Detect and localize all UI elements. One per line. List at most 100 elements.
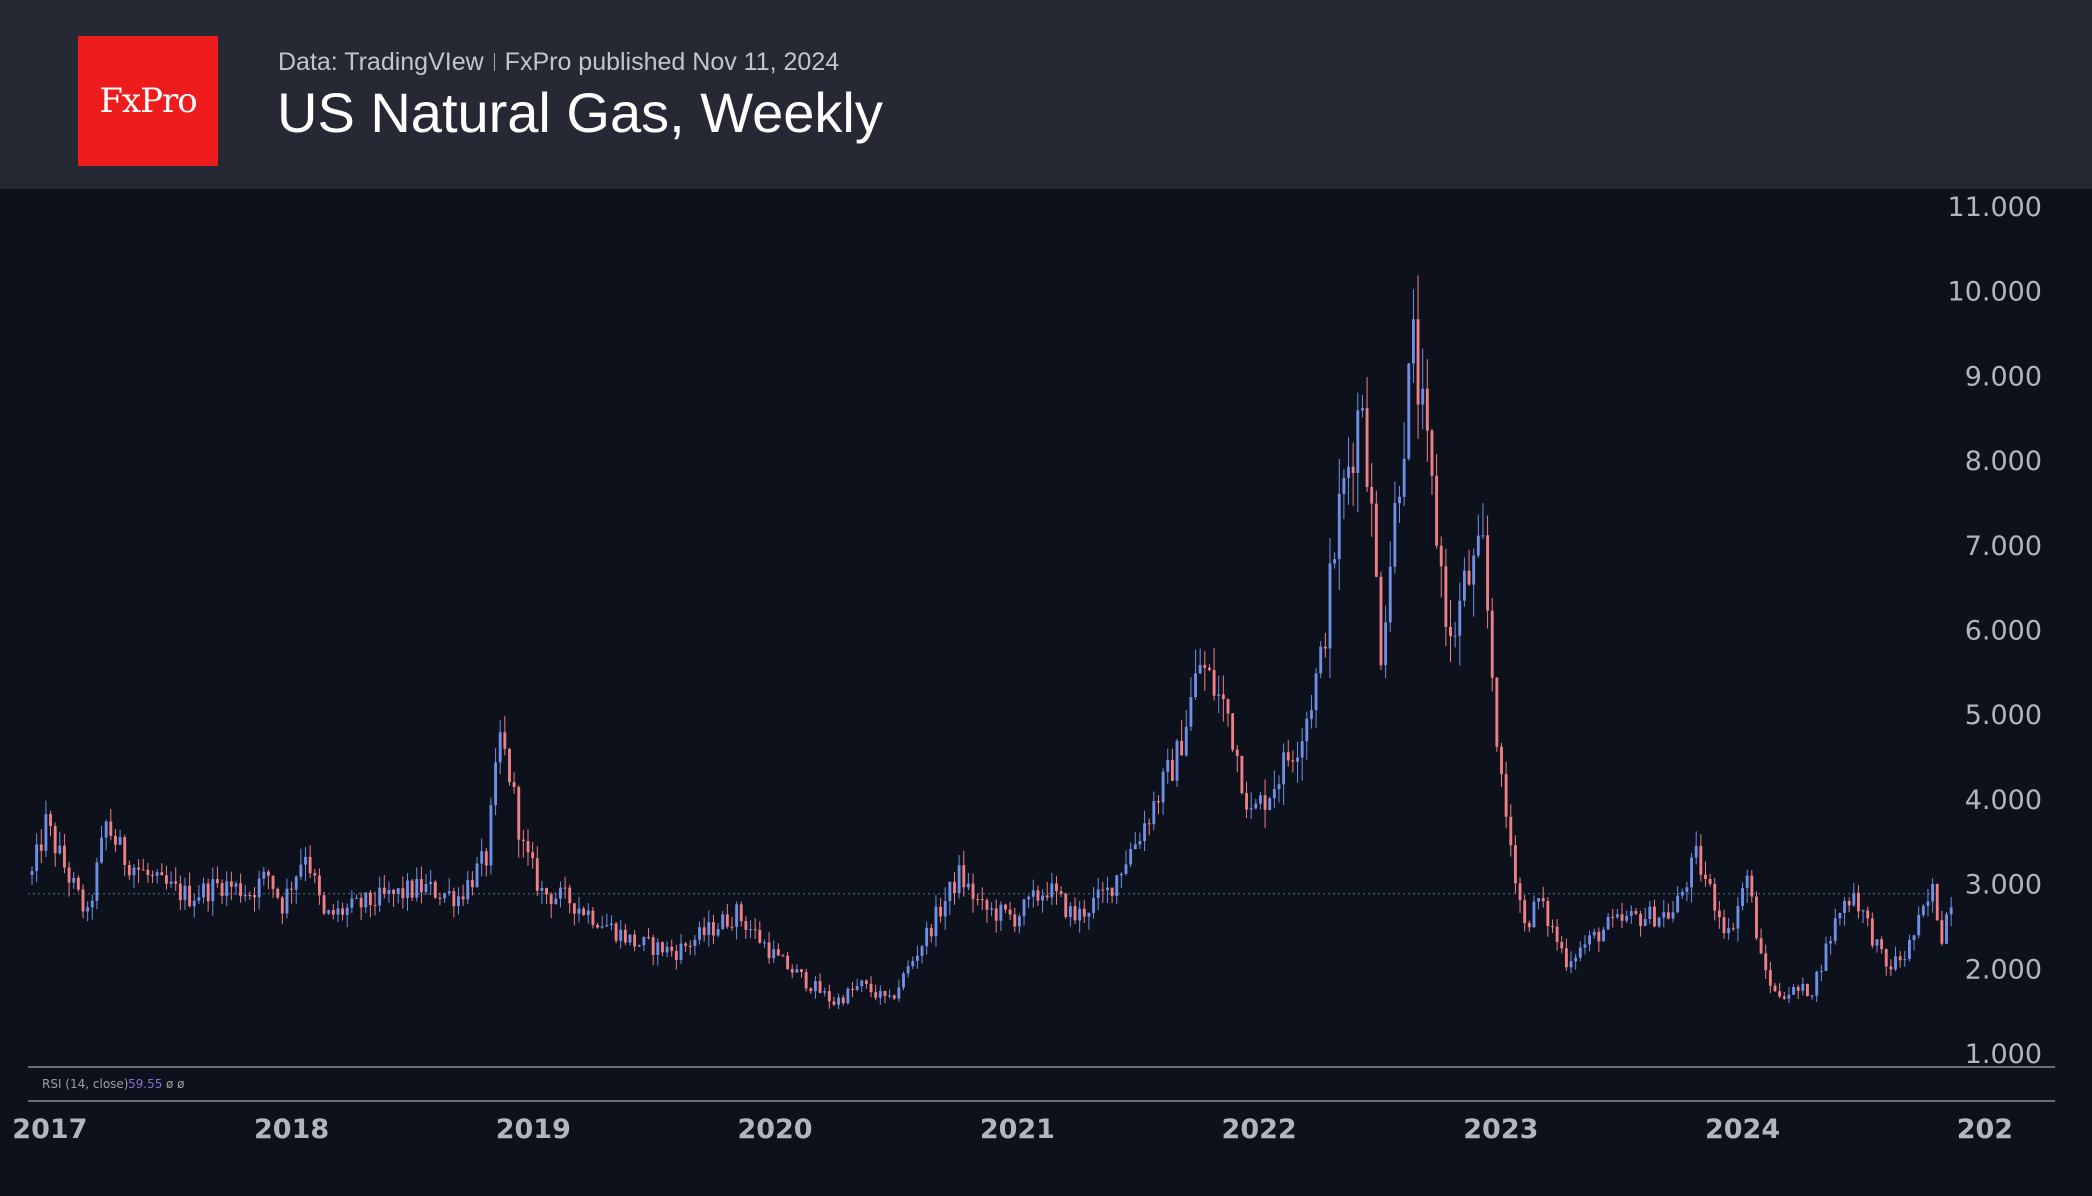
candle-body: [192, 900, 196, 907]
candle-body: [1347, 466, 1350, 478]
candle-body: [1504, 774, 1508, 817]
candle-body: [1374, 503, 1378, 577]
candle-body: [1402, 458, 1406, 497]
candle-body: [1829, 940, 1833, 944]
candle-body: [123, 837, 127, 866]
y-tick-label: 2.000: [1965, 954, 2042, 985]
published-date: FxPro published Nov 11, 2024: [504, 48, 840, 76]
candle-body: [1017, 916, 1021, 927]
x-tick-label: 2020: [737, 1114, 812, 1145]
x-tick-label: 2024: [1705, 1114, 1780, 1145]
candle-body: [229, 881, 233, 887]
candle-body: [280, 897, 284, 914]
candle-body: [545, 888, 548, 895]
candle-body: [985, 900, 989, 910]
candle-body: [906, 966, 910, 974]
candle-body: [234, 883, 238, 887]
candle-body: [331, 910, 335, 915]
candle-body: [661, 942, 664, 953]
candle-body: [1476, 535, 1480, 556]
candle-body: [1523, 900, 1527, 924]
candle-body: [1319, 646, 1323, 674]
candle-body: [359, 897, 363, 908]
candle-body: [1393, 503, 1397, 567]
candle-body: [1175, 740, 1179, 781]
candle-body: [1430, 430, 1434, 476]
candle-body: [1792, 986, 1795, 995]
candle-body: [1629, 911, 1633, 916]
candle-body: [304, 856, 307, 865]
candle-body: [1912, 935, 1916, 941]
candle-body: [1560, 941, 1564, 949]
candle-body: [1592, 931, 1596, 936]
candle-body: [577, 908, 581, 914]
candle-body: [1356, 410, 1360, 473]
candle-body: [1690, 857, 1693, 888]
candle-body: [188, 885, 192, 907]
y-tick-label: 8.000: [1965, 446, 2042, 477]
candle-body: [401, 888, 405, 899]
candle-body: [1226, 699, 1230, 714]
candle-body: [1634, 911, 1638, 914]
candle-body: [1843, 901, 1846, 914]
candle-body: [957, 865, 961, 894]
candle-body: [651, 937, 655, 955]
candle-body: [1870, 918, 1874, 946]
source-line: Data: TradingVIew FxPro published Nov 11,…: [278, 48, 839, 77]
candle-body: [1750, 875, 1754, 897]
candle-body: [1921, 905, 1925, 915]
candle-body: [1819, 970, 1823, 972]
candle-body: [725, 914, 729, 927]
candle-body: [637, 945, 641, 947]
candle-body: [1050, 883, 1054, 898]
candle-body: [1115, 875, 1119, 896]
candle-body: [869, 983, 873, 993]
candle-body: [1708, 878, 1712, 884]
candle-body: [832, 1001, 836, 1005]
x-tick-label: 2023: [1463, 1114, 1538, 1145]
candle-body: [674, 950, 678, 960]
candle-body: [1810, 995, 1814, 997]
candle-body: [582, 908, 586, 915]
candle-body: [1861, 910, 1865, 912]
candle-body: [1221, 694, 1225, 700]
candle-body: [424, 884, 428, 893]
candle-body: [322, 895, 326, 914]
candle-body: [744, 921, 748, 930]
candle-body: [1602, 929, 1605, 942]
candle-body: [1685, 887, 1689, 892]
candle-body: [735, 904, 739, 927]
candle-body: [475, 863, 479, 888]
candle-body: [90, 900, 94, 908]
candle-body: [679, 943, 683, 960]
candle-body: [1583, 944, 1587, 948]
candle-body: [1796, 986, 1800, 991]
candle-body: [1694, 845, 1698, 858]
candle-body: [137, 867, 141, 870]
candle-body: [466, 880, 470, 900]
candle-body: [1328, 563, 1332, 649]
candle-body: [248, 895, 252, 897]
candle-body: [521, 839, 525, 842]
candle-body: [1722, 917, 1726, 934]
candle-body: [1268, 798, 1272, 810]
candle-body: [864, 980, 868, 984]
candle-body: [1027, 896, 1031, 900]
candle-body: [355, 897, 358, 899]
candle-body: [276, 888, 280, 898]
candle-body: [1490, 610, 1494, 678]
candle-body: [772, 949, 776, 959]
candle-body: [364, 892, 368, 908]
candle-body: [1337, 493, 1341, 560]
candle-body: [614, 923, 618, 941]
separator: [493, 53, 495, 71]
x-tick-label: 2017: [12, 1114, 87, 1145]
candle-body: [1509, 816, 1513, 846]
candle-body: [572, 903, 576, 914]
candle-body: [1272, 789, 1276, 799]
candle-body: [1472, 555, 1476, 585]
candle-body: [670, 946, 674, 951]
y-tick-label: 6.000: [1965, 616, 2042, 647]
candle-body: [1439, 545, 1443, 567]
candle-body: [1189, 697, 1193, 727]
